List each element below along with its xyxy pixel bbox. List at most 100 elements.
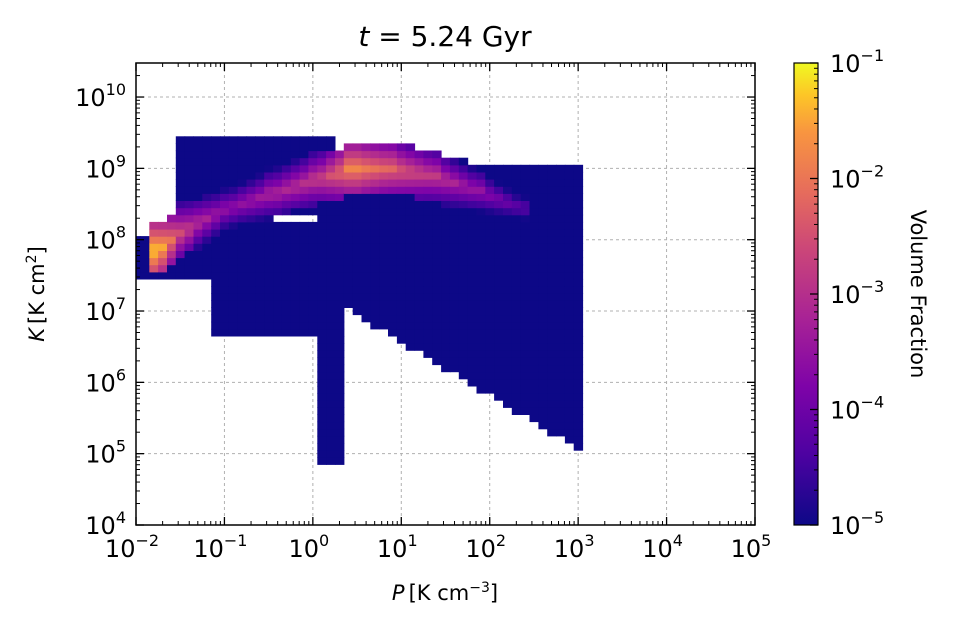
heatmap-cell-1169	[511, 186, 522, 194]
heatmap-cell-1270	[538, 236, 548, 244]
heatmap-cell-1167	[511, 200, 522, 209]
heatmap-cell-1188	[520, 300, 531, 308]
heatmap-cell-715	[388, 321, 398, 330]
heatmap-cell-766	[396, 157, 407, 166]
x-tick-label-7: 105	[731, 531, 772, 563]
heatmap-cell-872	[432, 236, 442, 244]
heatmap-cell-1218	[529, 343, 539, 351]
heatmap-cell-905	[441, 221, 451, 230]
heatmap-cell-979	[467, 357, 477, 366]
heatmap-cell-524	[326, 286, 336, 294]
heatmap-cell-417	[299, 200, 309, 209]
heatmap-cell-691	[379, 300, 389, 308]
heatmap-cell-403	[299, 307, 309, 316]
heatmap-cell-205	[228, 143, 239, 152]
heatmap-cell-1029	[476, 229, 486, 237]
heatmap-cell-1369	[564, 350, 575, 358]
heatmap-cell-803	[414, 307, 424, 316]
heatmap-cell-1205	[520, 179, 531, 187]
heatmap-cell-208	[237, 321, 248, 330]
heatmap-cell-1228	[529, 271, 539, 280]
heatmap-cell-1409	[573, 350, 584, 358]
heatmap-cell-1427	[573, 221, 584, 230]
heatmap-cell-814	[414, 229, 424, 237]
heatmap-cell-1207	[520, 164, 531, 173]
heatmap-cell-762	[396, 186, 407, 194]
heatmap-cell-304	[264, 236, 274, 244]
heatmap-cell-673	[370, 243, 380, 251]
heatmap-cell-256	[246, 179, 256, 187]
heatmap-cell-789	[405, 200, 416, 209]
heatmap-cell-1046	[485, 336, 495, 344]
heatmap-cell-1328	[556, 364, 566, 373]
heatmap-cell-283	[255, 186, 265, 194]
heatmap-cell-539	[326, 179, 336, 187]
heatmap-cell-1076	[494, 357, 504, 366]
heatmap-cell-1055	[485, 271, 495, 280]
heatmap-cell-628	[352, 200, 363, 209]
heatmap-cell-300	[264, 264, 274, 273]
heatmap-cell-356	[281, 257, 292, 266]
heatmap-cell-1191	[520, 278, 531, 287]
heatmap-cell-450	[308, 157, 318, 166]
heatmap-cell-900	[441, 257, 451, 266]
heatmap-cell-57	[175, 171, 186, 180]
heatmap-cell-1069	[485, 171, 495, 180]
heatmap-cell-568	[335, 300, 345, 308]
heatmap-cell-195	[228, 214, 239, 223]
heatmap-cell-418	[299, 193, 309, 201]
heatmap-cell-161	[220, 257, 230, 266]
heatmap-cell-897	[441, 278, 451, 287]
heatmap-cell-1362	[564, 400, 575, 408]
heatmap-cell-119	[202, 157, 212, 166]
heatmap-cell-1138	[511, 407, 522, 415]
heatmap-cell-977	[467, 371, 477, 380]
heatmap-cell-945	[458, 371, 469, 380]
heatmap-cell-890	[441, 328, 451, 337]
heatmap-cell-902	[441, 243, 451, 251]
heatmap-cell-637	[361, 314, 371, 323]
heatmap-cell-270	[255, 278, 265, 287]
heatmap-cell-1286	[547, 393, 557, 401]
heatmap-cell-319	[273, 328, 283, 337]
heatmap-cell-1329	[556, 357, 566, 366]
heatmap-cell-254	[246, 193, 256, 201]
heatmap-cell-116	[202, 179, 212, 187]
heatmap-cell-1139	[511, 400, 522, 408]
heatmap-cell-754	[396, 243, 407, 251]
heatmap-cell-24	[149, 229, 159, 237]
heatmap-cell-875	[432, 214, 442, 223]
heatmap-cell-38	[167, 243, 177, 251]
heatmap-cell-416	[299, 207, 309, 216]
x-tick-label-3: 101	[377, 531, 418, 563]
heatmap-cell-233	[237, 143, 248, 152]
heatmap-cell-1263	[538, 286, 548, 294]
heatmap-cell-179	[228, 328, 239, 337]
heatmap-cell-914	[441, 157, 451, 166]
heatmap-cell-642	[361, 278, 371, 287]
heatmap-cell-1209	[529, 407, 539, 415]
heatmap-cell-677	[370, 214, 380, 223]
heatmap-cell-1392	[564, 186, 575, 194]
heatmap-cell-931	[449, 250, 460, 259]
heatmap-cell-823	[414, 164, 424, 173]
heatmap-cell-657	[361, 171, 371, 180]
heatmap-cell-627	[352, 207, 363, 216]
heatmap-cell-1062	[485, 221, 495, 230]
heatmap-cell-773	[405, 314, 416, 323]
heatmap-cell-16	[140, 243, 150, 251]
heatmap-cell-571	[335, 278, 345, 287]
heatmap-cell-413	[299, 236, 309, 244]
heatmap-cell-454	[317, 457, 327, 465]
heatmap-cell-469	[317, 350, 327, 358]
heatmap-cell-792	[405, 179, 416, 187]
heatmap-cell-916	[449, 357, 460, 366]
heatmap-cell-68	[184, 236, 194, 244]
heatmap-cell-171	[220, 186, 230, 194]
heatmap-cell-1066	[485, 193, 495, 201]
heatmap-cell-1287	[547, 385, 557, 394]
heatmap-cell-415	[299, 221, 309, 230]
heatmap-cell-1331	[556, 343, 566, 351]
heatmap-cell-1097	[494, 207, 504, 216]
heatmap-cell-1343	[556, 257, 566, 266]
